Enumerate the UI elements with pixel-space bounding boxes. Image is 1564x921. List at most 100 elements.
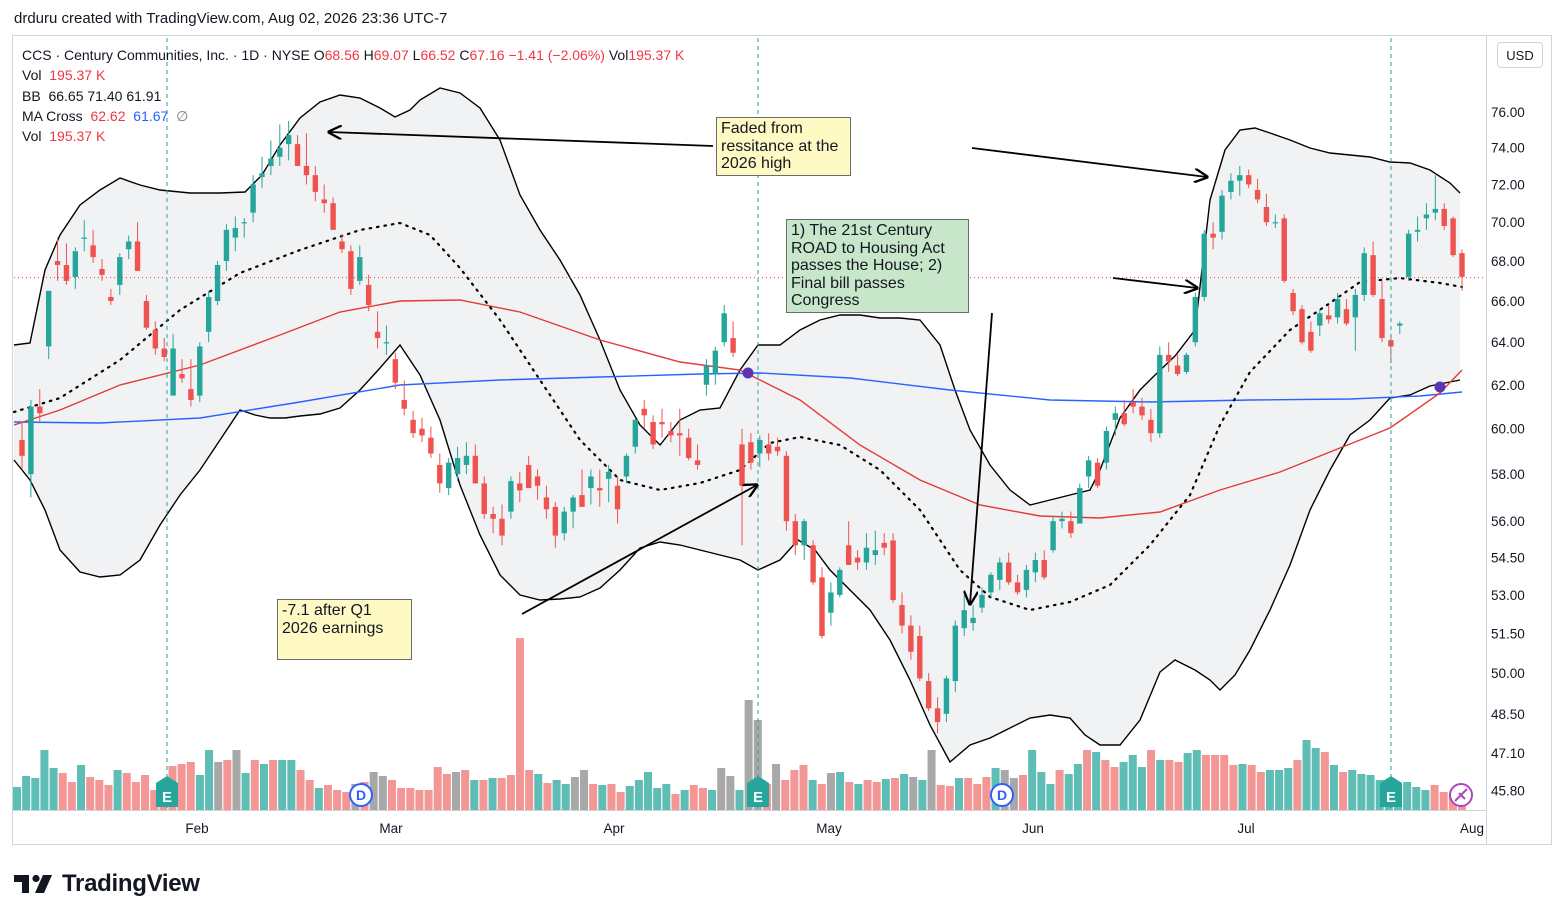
volume-bar [1311, 748, 1320, 810]
candle-up [623, 453, 630, 484]
volume-bar [497, 778, 506, 810]
volume-bar [598, 785, 607, 810]
candle-body [117, 257, 123, 285]
candle-body [410, 419, 416, 434]
candle-down [1174, 354, 1181, 377]
ma-long-line [13, 372, 1463, 424]
high-value: 69.07 [373, 47, 409, 63]
candle-down [339, 233, 345, 254]
candle-body [605, 471, 612, 479]
candle-body [1343, 309, 1350, 324]
volume-bar [13, 787, 21, 810]
volume-bar [863, 780, 872, 810]
volume-bar [653, 788, 662, 810]
y-tick-label: 74.00 [1491, 141, 1525, 156]
volume-bar [826, 773, 835, 810]
volume-bar [1092, 752, 1101, 810]
volume-bar [854, 784, 863, 810]
candle-up [241, 218, 247, 238]
candle-body [1254, 190, 1261, 200]
candle-body [1459, 253, 1465, 277]
volume-bar [1256, 772, 1265, 810]
candle-body [659, 422, 665, 425]
candle-down [1005, 552, 1012, 585]
candle-body [934, 708, 941, 723]
candle-body [285, 135, 292, 145]
candle-up [979, 587, 985, 613]
candle-body [1148, 419, 1154, 434]
candle-body [677, 433, 683, 436]
volume-bar [1339, 772, 1348, 810]
earnings-marker: E [156, 776, 178, 807]
candle-up [872, 530, 879, 565]
volume-bar [1201, 755, 1210, 810]
candle-up [1397, 321, 1403, 334]
candle-body [1130, 402, 1136, 407]
candle-down [1041, 550, 1047, 580]
y-tick-label: 54.50 [1491, 551, 1525, 566]
x-tick-label: Jul [1237, 821, 1254, 836]
volume-bar [259, 764, 268, 810]
candle-up [72, 247, 79, 289]
candle-up [721, 305, 727, 347]
candle-down [143, 294, 150, 330]
candle-down [481, 476, 487, 519]
candle-body [508, 481, 514, 512]
candle-body [348, 251, 354, 289]
volume-bar [86, 777, 95, 810]
volume-bar [333, 790, 342, 810]
candle-down [1308, 321, 1314, 353]
candle-down [428, 426, 434, 459]
candle-up [1059, 511, 1065, 529]
volume-bar [296, 770, 305, 810]
volume-bar [735, 790, 744, 810]
candle-body [383, 342, 390, 344]
vol-inline-value: 195.37 K [628, 47, 685, 63]
volume-bar [708, 790, 717, 810]
candle-body [1032, 559, 1039, 573]
candle-body [1281, 218, 1287, 281]
candle-down [134, 222, 141, 271]
candle-up [250, 175, 256, 223]
volume-bar [607, 784, 616, 810]
candle-body [685, 437, 692, 459]
volume-bar [845, 782, 854, 810]
candle-body [454, 458, 461, 475]
ma-value-long: 61.67 [133, 107, 169, 124]
candle-up [508, 476, 514, 519]
candle-body [37, 406, 43, 414]
candle-body [890, 540, 896, 600]
candle-up [1077, 483, 1083, 524]
candle-down [845, 521, 852, 565]
volume-bar [40, 750, 49, 810]
currency-button[interactable]: USD [1497, 42, 1543, 68]
candle-body [979, 594, 985, 608]
candle-body [1441, 208, 1447, 227]
candle-down [294, 135, 301, 166]
candle-body [552, 506, 559, 536]
candle-up [632, 417, 639, 454]
candle-up [1432, 175, 1439, 221]
candle-down [881, 533, 887, 556]
candle-down [659, 408, 665, 438]
candle-body [1005, 562, 1012, 583]
legend-vol-row: Vol 195.37 K [22, 65, 684, 85]
volume-bar [342, 792, 351, 810]
y-tick-label: 51.50 [1491, 626, 1525, 641]
candle-up [1219, 190, 1225, 240]
candle-body [170, 348, 176, 396]
candle-body [899, 605, 905, 626]
candle-down [1130, 389, 1136, 414]
candle-body [579, 495, 585, 507]
candle-down [614, 476, 621, 524]
volume-bar [964, 778, 973, 810]
volume-bar [790, 770, 799, 810]
candle-body [321, 199, 327, 204]
volume-bar [269, 760, 278, 810]
candle-down [499, 504, 505, 546]
volume-bar [552, 780, 561, 810]
candle-body [205, 296, 212, 332]
candle-down [792, 514, 799, 556]
volume-bar [689, 785, 698, 810]
